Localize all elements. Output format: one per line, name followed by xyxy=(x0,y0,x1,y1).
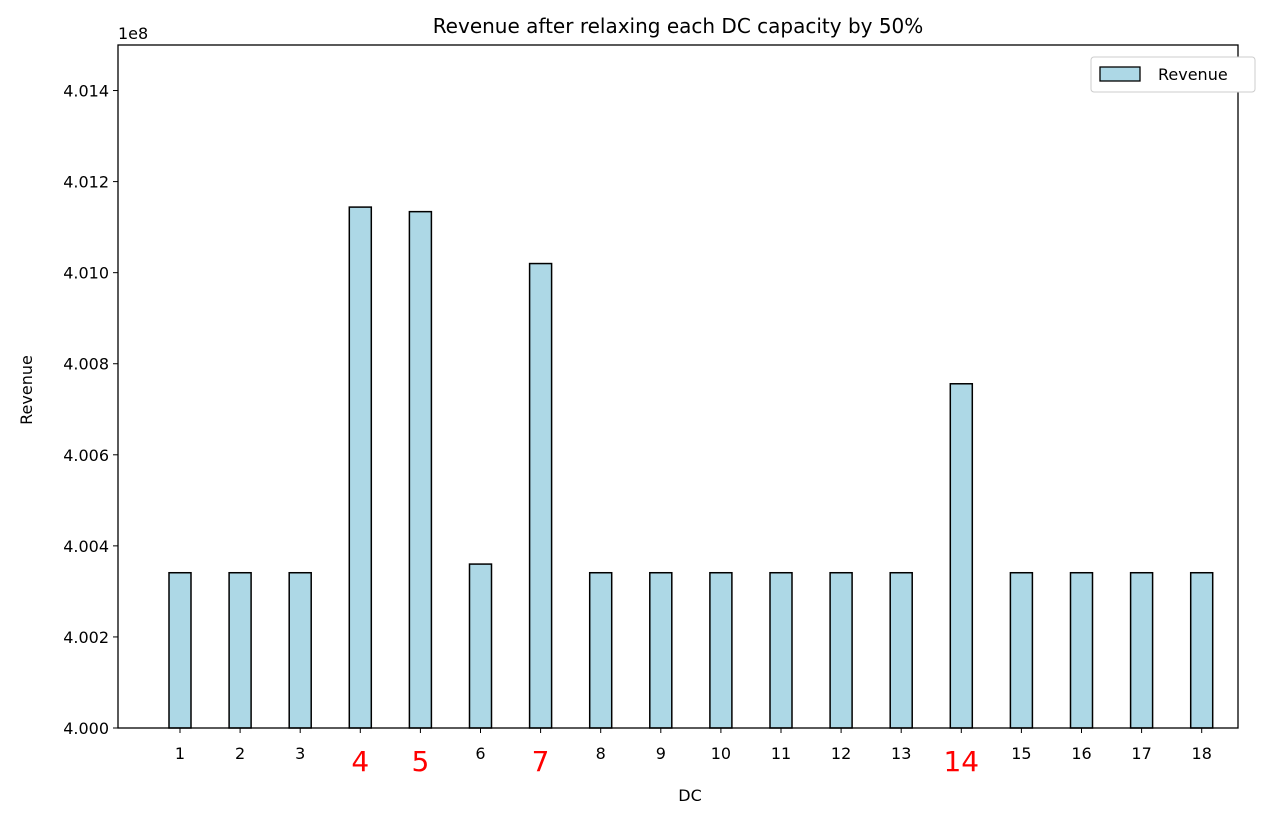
x-tick-label-12: 12 xyxy=(831,744,851,763)
y-ticks: 4.000 4.002 4.004 4.006 4.008 4.010 4.012 4.014 xyxy=(63,82,118,738)
bar-dc-18 xyxy=(1189,571,1214,729)
bar-dc-14 xyxy=(949,383,974,729)
bar-dc-12 xyxy=(829,571,853,729)
legend: Revenue xyxy=(1090,56,1256,93)
y-tick-label: 4.010 xyxy=(63,264,109,283)
bar-dc-10 xyxy=(709,571,733,729)
x-tick-label-11: 11 xyxy=(771,744,791,763)
x-tick-label-14: 14 xyxy=(943,745,979,778)
y-tick-label: 4.000 xyxy=(63,719,109,738)
x-tick-label-17: 17 xyxy=(1131,744,1151,763)
y-tick-label: 4.014 xyxy=(63,82,109,101)
bar-dc-6 xyxy=(468,563,493,729)
x-tick-label-15: 15 xyxy=(1011,744,1031,763)
x-tick-label-9: 9 xyxy=(656,744,666,763)
y-tick-label: 4.002 xyxy=(63,628,109,647)
x-tick-label-1: 1 xyxy=(175,744,185,763)
x-tick-label-5: 5 xyxy=(411,745,429,778)
legend-label: Revenue xyxy=(1158,65,1228,84)
y-tick-label: 4.006 xyxy=(63,446,109,465)
bar-dc-11 xyxy=(769,571,793,729)
bar-dc-4 xyxy=(348,206,373,729)
x-tick-label-18: 18 xyxy=(1192,744,1212,763)
legend-swatch xyxy=(1099,66,1141,82)
x-tick-label-6: 6 xyxy=(475,744,485,763)
y-tick-label: 4.004 xyxy=(63,537,109,556)
bar-dc-13 xyxy=(889,571,913,729)
legend-box xyxy=(1090,56,1256,93)
bar-dc-17 xyxy=(1129,571,1154,729)
x-tick-label-4: 4 xyxy=(351,745,369,778)
y-offset-label: 1e8 xyxy=(118,24,148,43)
x-ticks: 1 2 3 4 5 6 7 8 9 10 11 12 13 14 15 16 17 18 xyxy=(175,728,1212,778)
x-tick-label-13: 13 xyxy=(891,744,911,763)
bar-dc-16 xyxy=(1069,571,1094,729)
chart-title: Revenue after relaxing each DC capacity … xyxy=(433,14,924,38)
bar-dc-5 xyxy=(408,210,433,729)
bar-dc-7 xyxy=(528,262,553,729)
axes-frame xyxy=(117,44,1239,729)
y-axis-label: Revenue xyxy=(17,355,36,425)
y-tick-label: 4.008 xyxy=(63,355,109,374)
bar-dc-2 xyxy=(228,571,252,729)
x-tick-label-8: 8 xyxy=(596,744,606,763)
x-tick-label-10: 10 xyxy=(711,744,731,763)
bar-dc-8 xyxy=(588,571,613,729)
bar-dc-3 xyxy=(288,571,312,729)
x-tick-label-3: 3 xyxy=(295,744,305,763)
x-tick-label-16: 16 xyxy=(1071,744,1091,763)
bars-group xyxy=(168,206,1214,729)
y-tick-label: 4.012 xyxy=(63,173,109,192)
bar-dc-15 xyxy=(1009,571,1034,729)
x-axis-label: DC xyxy=(678,786,702,805)
x-tick-label-2: 2 xyxy=(235,744,245,763)
x-tick-label-7: 7 xyxy=(532,745,550,778)
bar-dc-1 xyxy=(168,571,192,729)
bar-dc-9 xyxy=(649,571,673,729)
